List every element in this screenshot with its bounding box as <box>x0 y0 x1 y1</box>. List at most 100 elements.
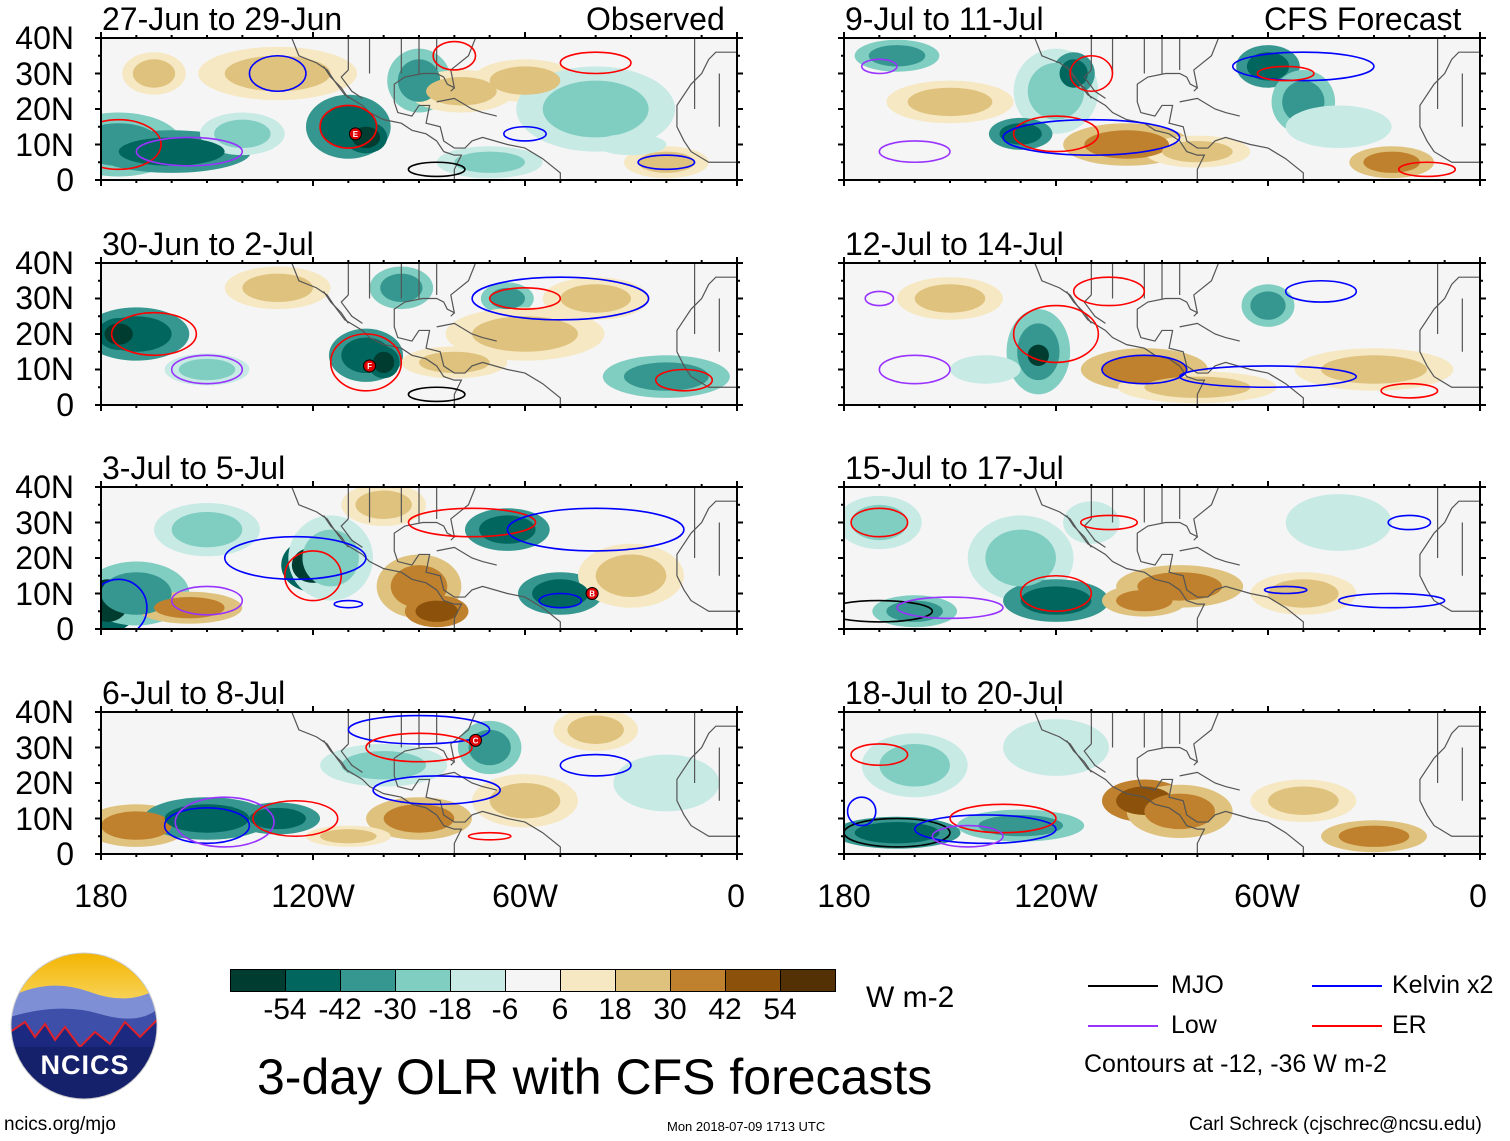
coastline <box>1083 69 1106 99</box>
x-tick-left-0: 0 <box>727 878 745 914</box>
coastline <box>450 761 455 766</box>
y-tick-label: 30N <box>15 280 74 317</box>
coastline <box>436 322 497 342</box>
figure-title: 3-day OLR with CFS forecasts <box>257 1049 933 1105</box>
wave-contour <box>110 311 198 356</box>
panel-title: 12-Jul to 14-Jul <box>845 225 1064 262</box>
y-tick-label: 10N <box>15 575 74 612</box>
y-tick-label: 40N <box>15 469 74 506</box>
wave-contour <box>467 831 512 841</box>
coastline <box>1066 740 1092 773</box>
tropical-storm-icon: C <box>469 733 483 747</box>
y-tick-label: 40N <box>15 20 74 56</box>
wave-contour <box>1397 161 1457 178</box>
coastline <box>1083 518 1106 549</box>
y-tick-label: 10N <box>15 351 74 388</box>
olr-anomaly-region <box>1338 825 1410 847</box>
colorbar-label: -30 <box>373 993 417 1026</box>
coastline <box>1419 51 1480 163</box>
coastline <box>323 290 349 324</box>
olr-anomaly-region <box>1116 590 1173 612</box>
wave-contour <box>135 136 244 167</box>
footer-timestamp: Mon 2018-07-09 1713 UTC <box>667 1119 826 1134</box>
legend-label-er: ER <box>1392 1011 1427 1039</box>
wave-contour <box>1101 354 1188 385</box>
olr-anomaly-region <box>249 807 306 830</box>
logo-text: NCICS <box>40 1050 129 1080</box>
coastline <box>340 518 363 549</box>
olr-anomaly-region <box>542 80 649 138</box>
olr-anomaly-region <box>489 287 525 309</box>
observed-label: Observed <box>586 1 725 37</box>
x-tick-right-0: 0 <box>1469 878 1487 914</box>
colorbar-swatch <box>780 969 836 992</box>
olr-anomaly-region <box>355 490 412 520</box>
wave-contour <box>170 354 244 385</box>
coastline <box>393 487 561 630</box>
coastline <box>1419 725 1480 837</box>
y-tick-label: 20N <box>15 315 74 352</box>
wave-contour <box>1012 115 1100 153</box>
y-tick-label: 20N <box>15 540 74 577</box>
wave-contour <box>223 536 367 581</box>
wave-contour <box>101 578 148 630</box>
coastline <box>1419 500 1480 613</box>
y-tick-label: 10N <box>15 800 74 837</box>
wave-contour <box>1002 118 1181 156</box>
coastline <box>1193 311 1198 317</box>
colorbar-swatch <box>395 969 451 992</box>
colorbar-label: -42 <box>318 993 362 1026</box>
olr-anomaly-region <box>999 123 1042 145</box>
wave-contour <box>878 354 951 385</box>
panel-title: 27-Jun to 29-Jun <box>102 1 343 37</box>
colorbar-swatch <box>230 969 286 992</box>
coastline <box>676 276 737 388</box>
wave-contour <box>850 743 909 767</box>
olr-anomaly-region <box>1144 793 1215 830</box>
y-tick-label: 0 <box>56 611 74 648</box>
coastline <box>450 536 455 542</box>
coastline <box>1179 547 1240 567</box>
wave-contour <box>1079 514 1139 531</box>
colorbar-swatch <box>340 969 396 992</box>
colorbar-swatch <box>505 969 561 992</box>
y-tick-label: 10N <box>15 126 74 163</box>
olr-anomaly-region <box>1162 140 1233 163</box>
footer-credit: Carl Schreck (cjschrec@ncsu.edu) <box>1189 1114 1482 1135</box>
wave-contour <box>101 118 162 171</box>
colorbar-label: 6 <box>551 993 569 1026</box>
panel-title: 18-Jul to 20-Jul <box>845 675 1064 712</box>
wave-contour <box>319 104 378 149</box>
olr-anomaly-region <box>950 354 1021 384</box>
olr-anomaly-region <box>132 59 176 88</box>
olr-anomaly-region <box>567 715 624 745</box>
panel-title: 9-Jul to 11-Jul <box>845 1 1044 37</box>
wave-contour <box>1019 575 1093 613</box>
wave-contour <box>333 600 364 609</box>
coastline <box>676 725 737 837</box>
wave-contour <box>1072 276 1146 307</box>
colorbar-swatch <box>285 969 341 992</box>
wave-contour <box>407 507 537 538</box>
forecast-label: CFS Forecast <box>1264 1 1462 37</box>
coastline <box>340 69 363 99</box>
panel-title: 15-Jul to 17-Jul <box>845 450 1064 487</box>
colorbar-label: 30 <box>653 993 687 1026</box>
coastline <box>1066 290 1092 324</box>
footer-url[interactable]: ncics.org/mjo <box>4 1114 116 1135</box>
coastline <box>1193 87 1198 92</box>
olr-anomaly-region <box>489 66 561 95</box>
wave-contour <box>913 814 1057 845</box>
wave-contour <box>949 803 1057 834</box>
olr-map-panel <box>838 256 1486 411</box>
olr-anomaly-region <box>907 87 993 117</box>
coastline <box>1179 322 1240 342</box>
legend-swatch-er <box>1312 1025 1382 1027</box>
olr-anomaly-region <box>224 55 331 92</box>
coastline <box>436 547 497 567</box>
coastline <box>450 87 455 92</box>
colorbar-unit: W m-2 <box>866 981 955 1014</box>
coastline <box>1136 712 1304 855</box>
olr-anomaly-region <box>1285 494 1392 552</box>
